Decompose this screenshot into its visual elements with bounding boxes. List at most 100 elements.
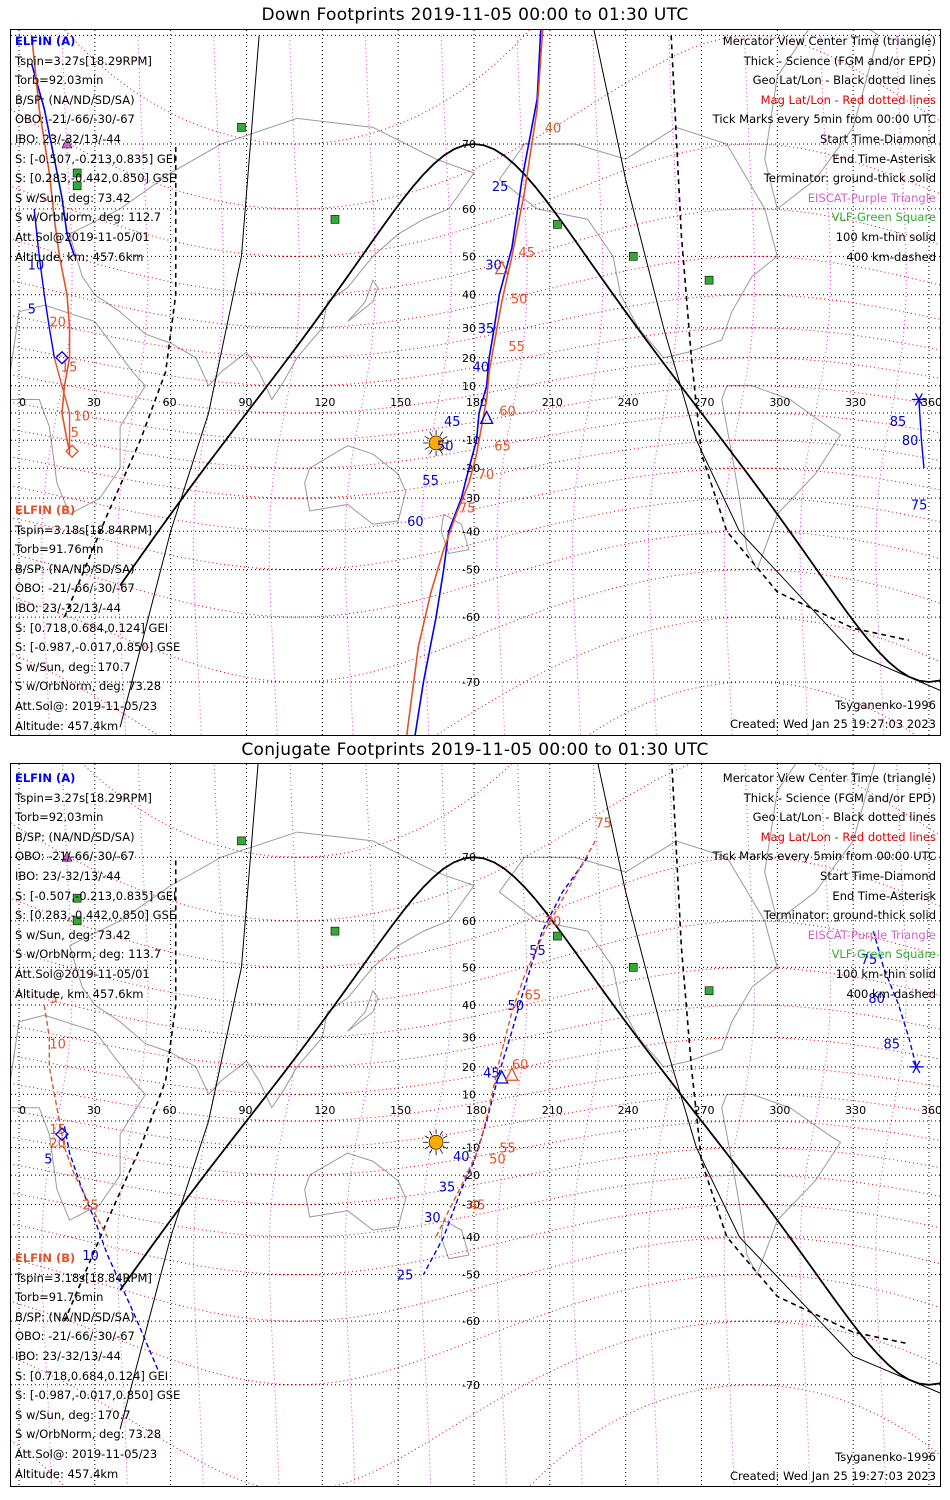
track-tick-label: 45 (469, 1198, 486, 1213)
info-line: Altitude, km: 457.6km (15, 986, 144, 1001)
legend-item: Thick - Science (FGM and/or EPD) (743, 790, 936, 805)
conjugate-footprints-map: 0 30 60 90 120 150 180 210 240 270 300 330 360 70 60 50… (10, 763, 941, 1487)
sun-ray (439, 449, 443, 455)
mag-lon-line (647, 764, 680, 1486)
lon-label: 0 (19, 396, 26, 409)
lon-label: 240 (618, 396, 639, 409)
terminator-ground (119, 143, 940, 683)
elfin-b-label: ELFIN (B) (15, 1251, 76, 1265)
map-canvas: 0 30 60 90 120 150 180 210 240 270 300 330 360706050… (11, 30, 940, 735)
lat-label: 30 (462, 1032, 476, 1045)
info-line: IBO: 23/-32/13/-44 (15, 600, 121, 615)
vlf-station-square (628, 963, 638, 972)
info-line: Torb=92.03min (15, 810, 104, 825)
legend-item: Mercator View Center Time (triangle) (722, 771, 936, 785)
sun-ray (424, 1145, 430, 1150)
info-line: Altitude: 457.4km (15, 1466, 119, 1481)
track-tick-label: 10 (49, 1038, 66, 1053)
lon-label: 30 (87, 396, 101, 409)
elfin-b-info: ELFIN (B) Tspin=3.18s[18.84RPM] Torb=91.7… (15, 1249, 180, 1481)
vlf-station-square (553, 220, 562, 229)
mag-lat-line (11, 294, 940, 359)
track-tick-label: 70 (478, 468, 495, 483)
legend: Mercator View Center Time (triangle) Thic… (713, 769, 936, 1004)
info-line: IBO: 23/-32/13/-44 (15, 131, 121, 146)
start-diamond (65, 444, 80, 459)
eiscat-triangle (61, 137, 73, 149)
mag-lat-line (11, 1093, 940, 1149)
sun-ray (424, 446, 430, 450)
mag-lon-line (117, 764, 149, 1486)
info-line: Altitude, km: 457.6km (15, 249, 144, 264)
lon-label: 150 (390, 396, 411, 409)
legend-item: End Time-Asterisk (832, 888, 936, 903)
legend-item: End Time-Asterisk (832, 151, 936, 166)
elfin-a-track (30, 63, 76, 257)
vlf-station-square (628, 252, 638, 261)
terminator-400km (63, 144, 177, 618)
lat-label: -30 (462, 1198, 480, 1211)
lat-label: -60 (462, 1315, 480, 1328)
mag-lon-line (496, 764, 528, 1486)
info-line: Att.Sol@2019-11-05/01 (15, 229, 150, 244)
vlf-station-square (237, 836, 246, 846)
lat-label: 10 (462, 380, 476, 393)
track-tick-label: 5 (28, 302, 36, 317)
mag-lon-line (344, 764, 376, 1486)
sun-ray (429, 431, 433, 437)
info-line: Tspin=3.18s[18.84RPM] (15, 1270, 152, 1285)
lat-label: 20 (462, 1061, 476, 1074)
track-tick-label: 45 (444, 415, 461, 430)
mag-lat-line (11, 1203, 940, 1276)
down-footprints-map: 0 30 60 90 120 150 180 210 240 270 300 330 360 70 60 50… (10, 29, 941, 736)
track-tick-label: 50 (437, 440, 454, 455)
sun-ray (429, 449, 433, 455)
sun-ray (442, 436, 448, 440)
legend-item: Tick Marks every 5min from 00:00 UTC (712, 849, 936, 864)
legend-item: 400 km-dashed (846, 249, 936, 264)
lon-label: 240 (618, 1104, 639, 1117)
track-tick-label: 5 (44, 1153, 52, 1168)
info-line: S: [0.718,0.684,0.124] GEI (15, 620, 169, 635)
lat-label: 50 (462, 250, 476, 263)
model-label: Tsyganenko-1996 (835, 1450, 936, 1464)
lat-label: -20 (462, 462, 480, 475)
info-line: OBO: -21/-66/-30/-67 (15, 1329, 135, 1344)
track-tick-label: 60 (512, 1058, 529, 1073)
coastline (304, 1152, 407, 1231)
coastline (440, 513, 470, 555)
coastline (347, 989, 379, 1032)
coastline (721, 1093, 842, 1276)
lon-label: 300 (769, 1104, 790, 1117)
terminator-100km (119, 35, 260, 728)
info-line: OBO: -21/-66/-30/-67 (15, 581, 135, 596)
terminator-ground (119, 856, 940, 1386)
track-tick-label: 80 (902, 434, 919, 449)
info-line: B/SP: (NA/ND/SD/SA) (15, 561, 135, 576)
panel-1-title: Down Footprints 2019-11-05 00:00 to 01:3… (261, 5, 689, 25)
track-tick-label: 55 (508, 340, 525, 355)
track-tick-label: 15 (61, 360, 78, 375)
lon-label: 180 (466, 1104, 487, 1117)
mag-lon-line (41, 764, 73, 1486)
vlf-station-square (704, 986, 714, 996)
sun-ray (429, 1130, 433, 1136)
lat-label: 30 (462, 322, 476, 335)
track-tick-label: 85 (884, 1038, 901, 1053)
lon-label: 30 (87, 1104, 101, 1117)
legend-item: VLF-Green Square (831, 947, 936, 962)
vlf-station-square (704, 275, 714, 285)
lon-label: 120 (314, 1104, 335, 1117)
elfin-a-track (422, 856, 589, 1275)
mag-lon-line (723, 764, 756, 1486)
legend-item: Mag Lat/Lon - Red dotted lines (760, 829, 936, 844)
coastline (347, 279, 379, 322)
lon-label: 150 (390, 1104, 411, 1117)
vlf-station-square (72, 893, 82, 903)
legend: Mercator View Center Time (triangle) Thic… (713, 32, 936, 267)
lat-label: -60 (462, 611, 480, 624)
asterisk-stroke (914, 393, 923, 406)
legend-item: Terminator: ground-thick solid (763, 908, 936, 923)
start-diamond (55, 350, 69, 365)
legend-item: Terminator: ground-thick solid (763, 171, 936, 186)
